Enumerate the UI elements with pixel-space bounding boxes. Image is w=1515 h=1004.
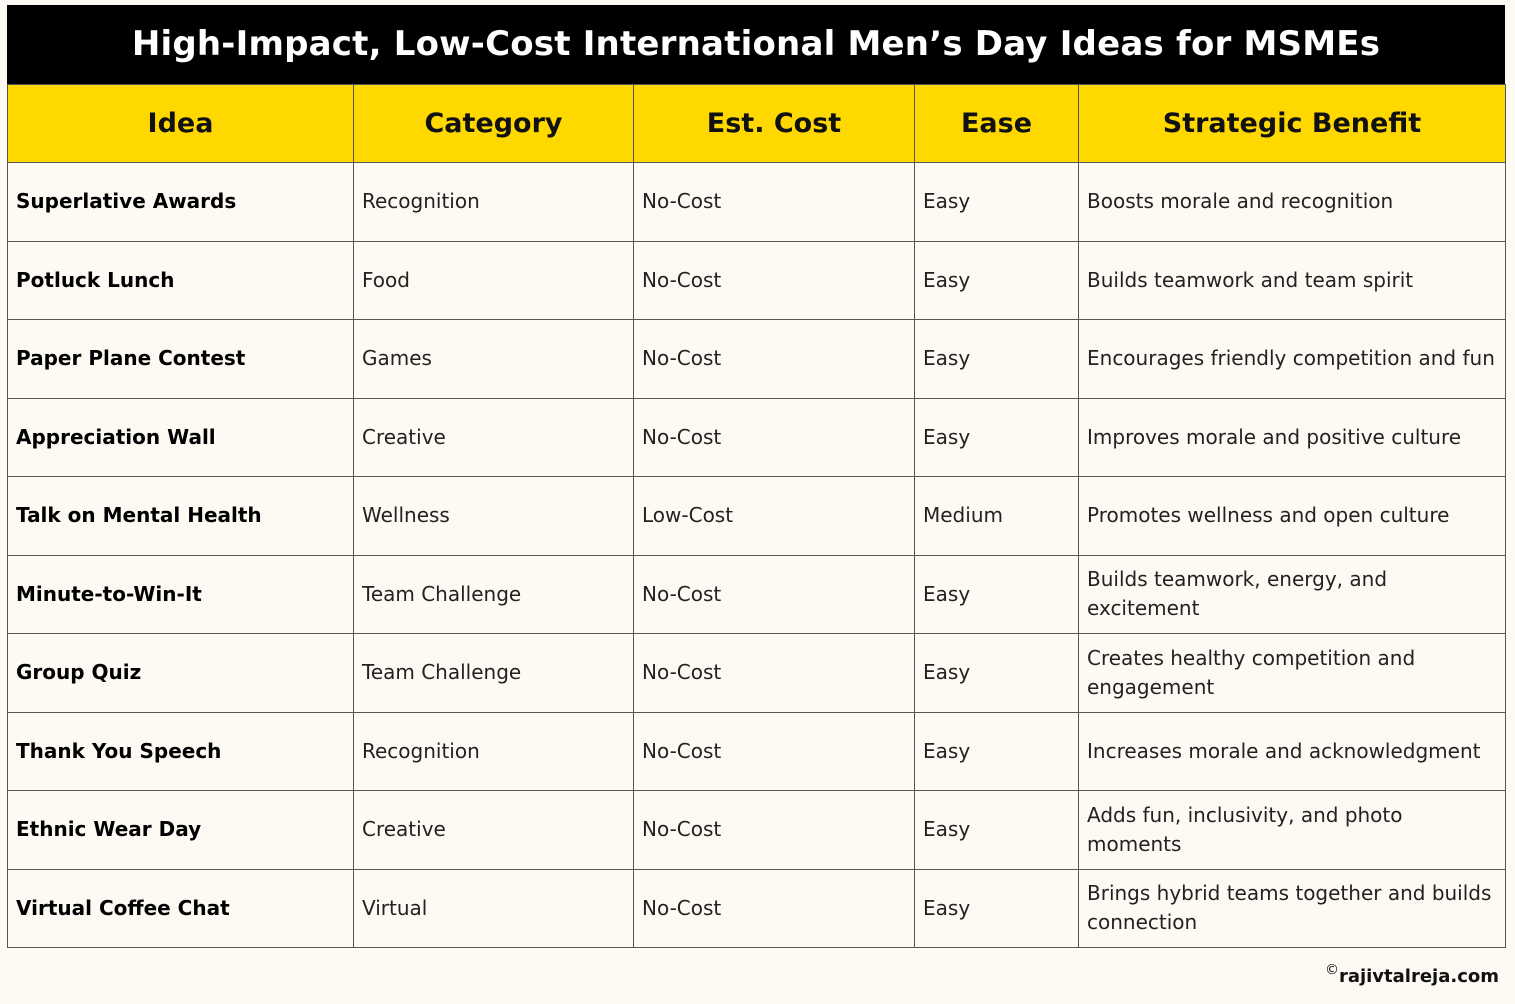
cell-benefit: Encourages friendly competition and fun xyxy=(1078,319,1506,399)
cell-cost: No-Cost xyxy=(633,868,915,948)
cell-cost: No-Cost xyxy=(633,240,915,320)
cell-benefit: Builds teamwork, energy, and excitement xyxy=(1078,554,1506,634)
cell-benefit: Promotes wellness and open culture xyxy=(1078,476,1506,556)
cell-idea: Appreciation Wall xyxy=(7,397,354,477)
table-row: Appreciation Wall Creative No-Cost Easy Impr… xyxy=(7,397,1506,477)
ideas-table-container: High-Impact, Low-Cost International Men’… xyxy=(7,5,1506,948)
column-header-benefit: Strategic Benefit xyxy=(1078,84,1506,163)
cell-ease: Easy xyxy=(914,554,1079,634)
cell-benefit: Adds fun, inclusivity, and photo moments xyxy=(1078,790,1506,870)
cell-cost: No-Cost xyxy=(633,397,915,477)
cell-ease: Easy xyxy=(914,319,1079,399)
cell-benefit: Improves morale and positive culture xyxy=(1078,397,1506,477)
cell-benefit: Increases morale and acknowledgment xyxy=(1078,711,1506,791)
cell-category: Team Challenge xyxy=(353,633,634,713)
cell-ease: Easy xyxy=(914,240,1079,320)
cell-ease: Easy xyxy=(914,868,1079,948)
cell-benefit: Builds teamwork and team spirit xyxy=(1078,240,1506,320)
column-header-category: Category xyxy=(353,84,634,163)
table-row: Minute-to-Win-It Team Challenge No-Cost Eas… xyxy=(7,554,1506,634)
cell-category: Virtual xyxy=(353,868,634,948)
ideas-table: Idea Category Est. Cost Ease Strategic B… xyxy=(7,84,1506,948)
cell-ease: Easy xyxy=(914,711,1079,791)
table-row: Talk on Mental Health Wellness Low-Cost Med… xyxy=(7,476,1506,556)
cell-ease: Easy xyxy=(914,162,1079,242)
cell-ease: Easy xyxy=(914,633,1079,713)
cell-category: Recognition xyxy=(353,162,634,242)
cell-category: Team Challenge xyxy=(353,554,634,634)
cell-cost: Low-Cost xyxy=(633,476,915,556)
table-row: Virtual Coffee Chat Virtual No-Cost Easy Bri… xyxy=(7,868,1506,948)
cell-category: Wellness xyxy=(353,476,634,556)
column-header-ease: Ease xyxy=(914,84,1079,163)
cell-cost: No-Cost xyxy=(633,711,915,791)
cell-idea: Thank You Speech xyxy=(7,711,354,791)
site-name: rajivtalreja.com xyxy=(1338,966,1499,987)
cell-ease: Easy xyxy=(914,397,1079,477)
table-title: High-Impact, Low-Cost International Men’… xyxy=(7,5,1505,84)
cell-cost: No-Cost xyxy=(633,319,915,399)
cell-idea: Group Quiz xyxy=(7,633,354,713)
header-row: Idea Category Est. Cost Ease Strategic B… xyxy=(7,84,1506,163)
cell-idea: Virtual Coffee Chat xyxy=(7,868,354,948)
cell-category: Creative xyxy=(353,790,634,870)
cell-idea: Paper Plane Contest xyxy=(7,319,354,399)
table-row: Superlative Awards Recognition No-Cost Easy… xyxy=(7,162,1506,242)
table-row: Thank You Speech Recognition No-Cost Easy In… xyxy=(7,711,1506,791)
cell-cost: No-Cost xyxy=(633,633,915,713)
cell-cost: No-Cost xyxy=(633,554,915,634)
table-row: Ethnic Wear Day Creative No-Cost Easy Adds f… xyxy=(7,790,1506,870)
column-header-idea: Idea xyxy=(7,84,354,163)
cell-idea: Potluck Lunch xyxy=(7,240,354,320)
cell-cost: No-Cost xyxy=(633,790,915,870)
cell-ease: Easy xyxy=(914,790,1079,870)
cell-category: Creative xyxy=(353,397,634,477)
table-row: Group Quiz Team Challenge No-Cost Easy Creat… xyxy=(7,633,1506,713)
cell-benefit: Boosts morale and recognition xyxy=(1078,162,1506,242)
cell-idea: Superlative Awards xyxy=(7,162,354,242)
table-row: Potluck Lunch Food No-Cost Easy Builds teamw… xyxy=(7,240,1506,320)
cell-idea: Minute-to-Win-It xyxy=(7,554,354,634)
copyright-icon: © xyxy=(1324,962,1339,978)
cell-cost: No-Cost xyxy=(633,162,915,242)
cell-ease: Medium xyxy=(914,476,1079,556)
cell-category: Recognition xyxy=(353,711,634,791)
table-row: Paper Plane Contest Games No-Cost Easy Encou… xyxy=(7,319,1506,399)
column-header-cost: Est. Cost xyxy=(633,84,915,163)
cell-idea: Ethnic Wear Day xyxy=(7,790,354,870)
cell-benefit: Creates healthy competition and engageme… xyxy=(1078,633,1506,713)
cell-idea: Talk on Mental Health xyxy=(7,476,354,556)
cell-category: Food xyxy=(353,240,634,320)
cell-benefit: Brings hybrid teams together and builds … xyxy=(1078,868,1506,948)
copyright-footer: ©rajivtalreja.com xyxy=(1325,962,1499,987)
cell-category: Games xyxy=(353,319,634,399)
